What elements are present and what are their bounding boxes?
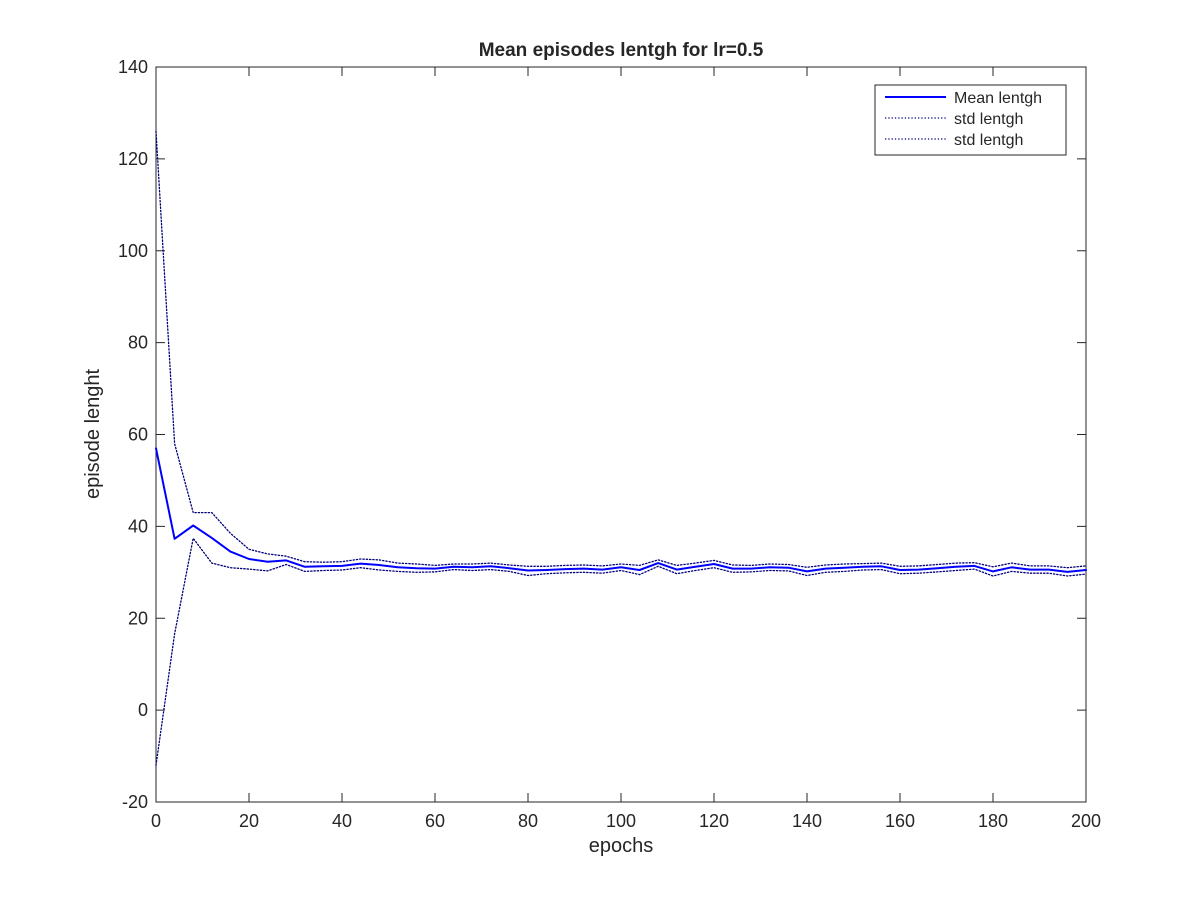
x-tick-label: 200: [1071, 811, 1101, 831]
legend: Mean lentgh std lentgh std lentgh: [874, 84, 1067, 156]
x-tick-label: 60: [425, 811, 445, 831]
x-tick-label: 100: [606, 811, 636, 831]
x-tick-label: 80: [518, 811, 538, 831]
x-tick-label: 20: [239, 811, 259, 831]
series-line-std-lower: [155, 537, 1087, 766]
y-tick-label: 20: [128, 608, 148, 628]
series-line-mean-length: [155, 447, 1087, 573]
y-tick-label: 100: [118, 241, 148, 261]
x-tick-label: 0: [151, 811, 161, 831]
legend-label-std-upper: std lentgh: [954, 111, 1023, 128]
legend-label-mean: Mean lentgh: [954, 90, 1042, 107]
y-axis-label: episode lenght: [82, 369, 104, 500]
y-tick-label: -20: [122, 792, 148, 812]
x-axis-label: epochs: [589, 835, 654, 857]
y-tick-label: 140: [118, 57, 148, 77]
y-tick-label: 120: [118, 149, 148, 169]
y-tick-label: 0: [138, 700, 148, 720]
y-tick-label: 60: [128, 425, 148, 445]
x-tick-label: 140: [792, 811, 822, 831]
x-tick-label: 160: [885, 811, 915, 831]
legend-label-std-lower: std lentgh: [954, 132, 1023, 149]
y-tick-label: 40: [128, 516, 148, 536]
y-tick-label: 80: [128, 333, 148, 353]
axis-ticks: 0 20 40 60 80 100 120 140 160 180 200-200204060801…: [118, 57, 1101, 831]
x-tick-label: 40: [332, 811, 352, 831]
series-line-std-upper: [155, 130, 1087, 569]
x-tick-label: 180: [978, 811, 1008, 831]
x-tick-label: 120: [699, 811, 729, 831]
plot-area: [155, 66, 1087, 803]
series-lines: [155, 130, 1087, 766]
chart-title: Mean episodes lentgh for lr=0.5: [479, 40, 764, 61]
